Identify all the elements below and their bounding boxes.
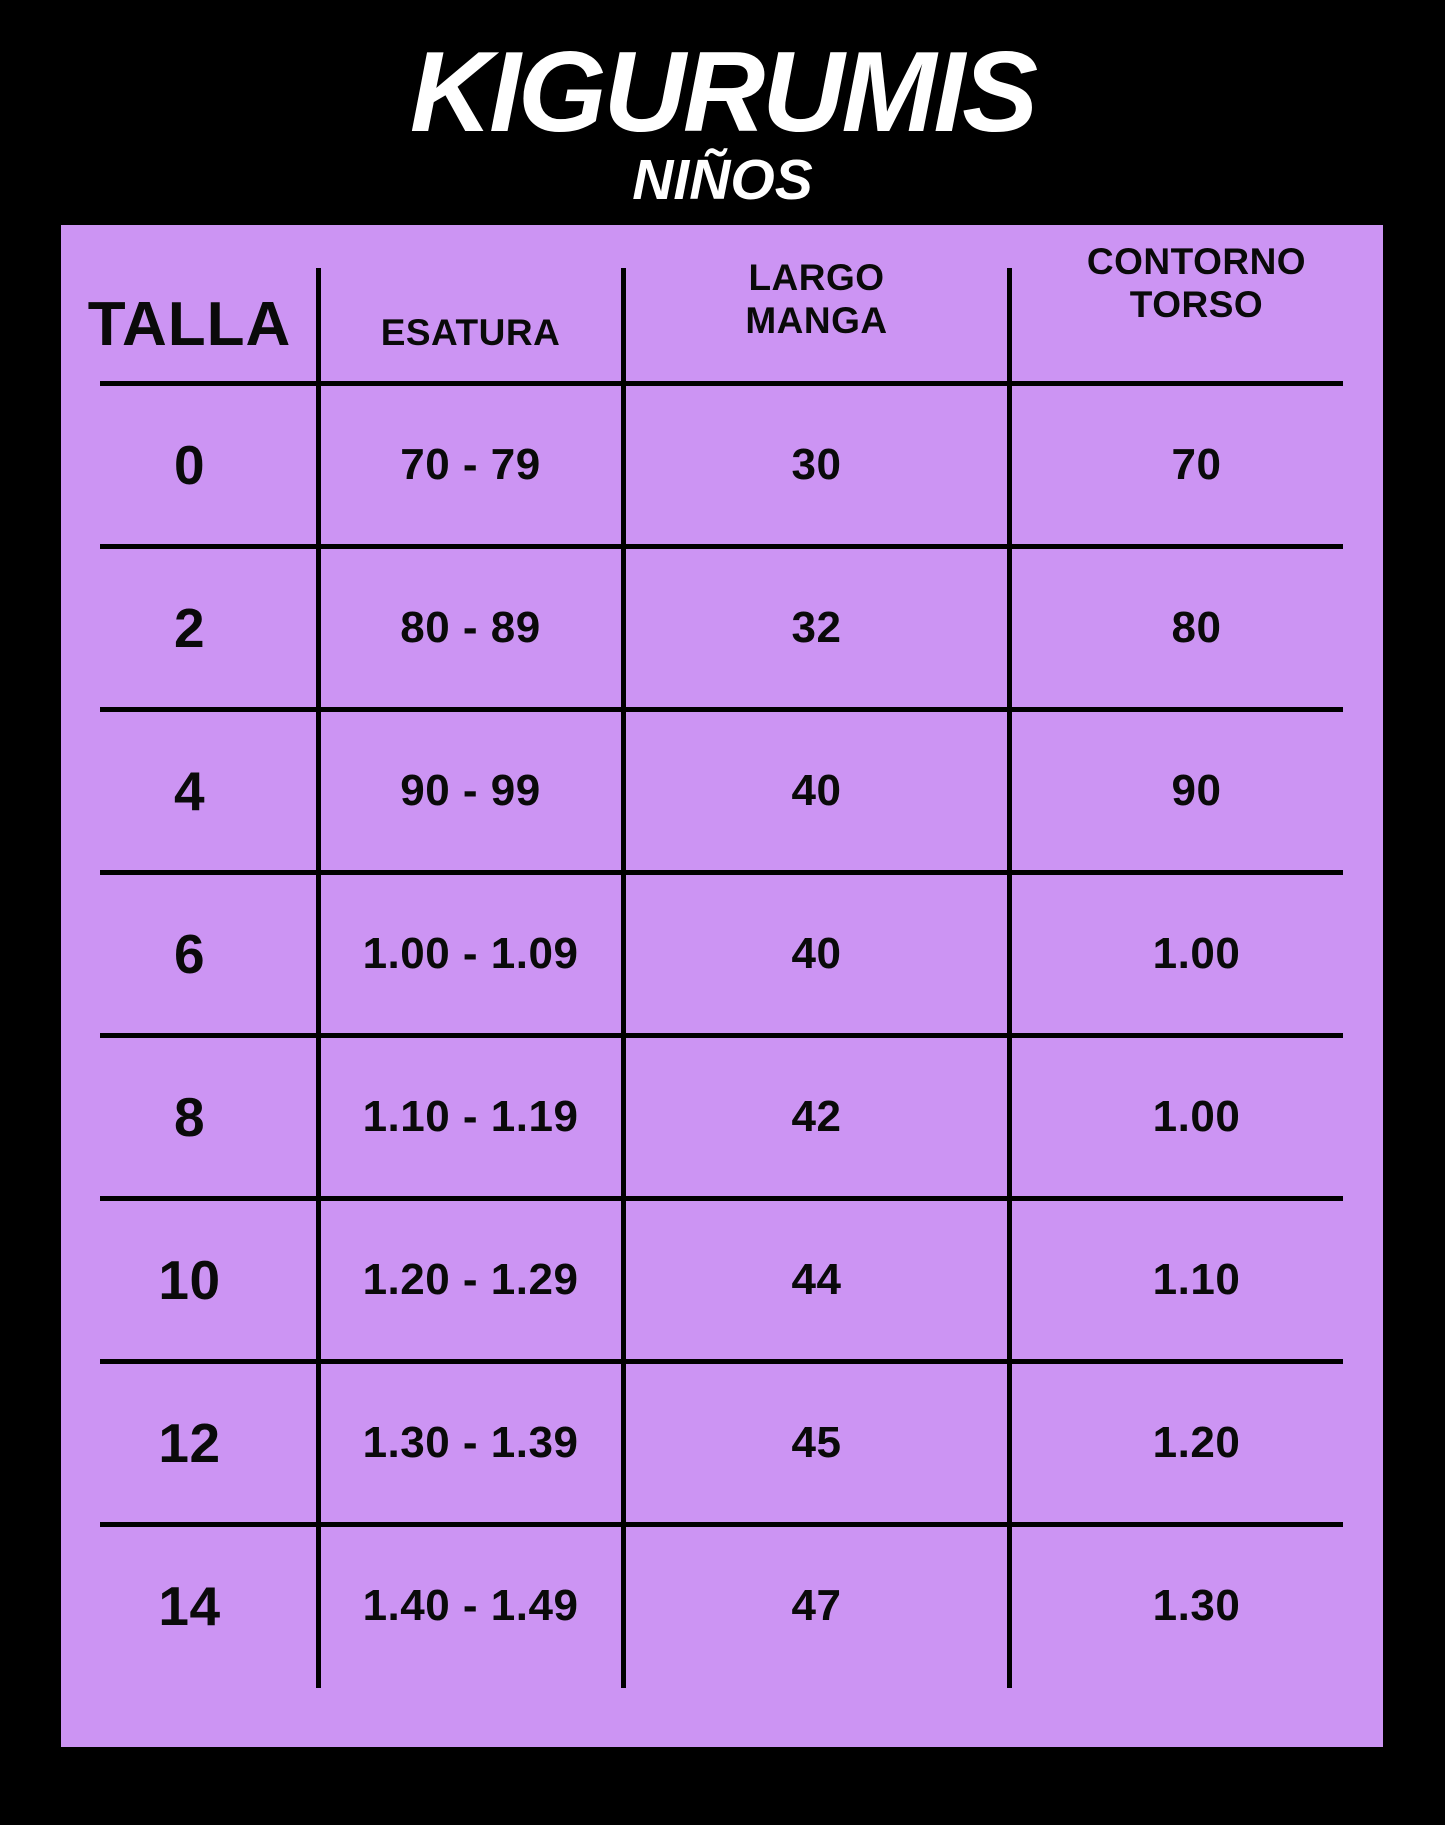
torso-contour-value: 70 [1171,439,1222,489]
sleeve-length-value: 40 [791,765,842,815]
page-title: KIGURUMIS [409,29,1038,156]
sleeve-length-value: 40 [791,928,842,978]
torso-contour-value: 1.00 [1152,1091,1241,1141]
row-divider [100,1196,1343,1201]
column-header-largo-line2: MANGA [745,300,888,342]
estatura-value: 1.40 - 1.49 [362,1580,579,1630]
sleeve-length-value: 32 [791,602,842,652]
row-divider [100,544,1343,549]
size-value: 10 [158,1248,221,1311]
torso-contour-value: 1.30 [1152,1580,1241,1630]
column-header-contorno-line1: CONTORNO [1086,240,1307,282]
row-divider [100,1033,1343,1038]
estatura-value: 80 - 89 [400,602,541,652]
estatura-value: 1.20 - 1.29 [362,1254,579,1304]
column-divider [316,268,321,1688]
row-divider [100,1522,1343,1527]
column-header-contorno-torso: CONTORNO TORSO [1010,225,1383,383]
column-divider [1007,268,1012,1688]
column-header-esatura: ESATURA [318,225,623,383]
size-value: 4 [173,759,206,822]
header-underline [100,381,1343,386]
column-header-talla: TALLA [61,225,318,383]
torso-contour-value: 1.00 [1152,928,1241,978]
size-value: 0 [173,433,206,496]
sleeve-length-value: 47 [791,1580,842,1630]
column-header-largo-manga: LARGO MANGA [623,225,1010,383]
sleeve-length-value: 30 [791,439,842,489]
torso-contour-value: 1.10 [1152,1254,1241,1304]
column-header-largo-line1: LARGO [748,256,885,298]
row-divider [100,707,1343,712]
torso-contour-value: 1.20 [1152,1417,1241,1467]
torso-contour-value: 80 [1171,602,1222,652]
size-value: 12 [158,1411,221,1474]
sleeve-length-value: 42 [791,1091,842,1141]
estatura-value: 1.30 - 1.39 [362,1417,579,1467]
size-value: 8 [173,1085,206,1148]
estatura-value: 90 - 99 [400,765,541,815]
column-header-esatura-label: ESATURA [380,312,561,354]
page-subtitle: NIÑOS [632,148,813,212]
title-block: KIGURUMIS NIÑOS [0,36,1445,209]
size-value: 6 [173,922,206,985]
column-header-contorno-line2: TORSO [1129,284,1264,326]
column-header-talla-label: TALLA [87,289,292,359]
row-divider [100,870,1343,875]
estatura-value: 70 - 79 [400,439,541,489]
sleeve-length-value: 45 [791,1417,842,1467]
torso-contour-value: 90 [1171,765,1222,815]
estatura-value: 1.00 - 1.09 [362,928,579,978]
row-divider [100,1359,1343,1364]
size-table-panel: TALLA ESATURA LARGO MANGA CONTORNO TORSO… [61,225,1383,1747]
estatura-value: 1.10 - 1.19 [362,1091,579,1141]
column-divider [621,268,626,1688]
size-value: 14 [158,1574,221,1637]
size-value: 2 [173,596,206,659]
sleeve-length-value: 44 [791,1254,842,1304]
size-table: TALLA ESATURA LARGO MANGA CONTORNO TORSO… [61,225,1383,1747]
